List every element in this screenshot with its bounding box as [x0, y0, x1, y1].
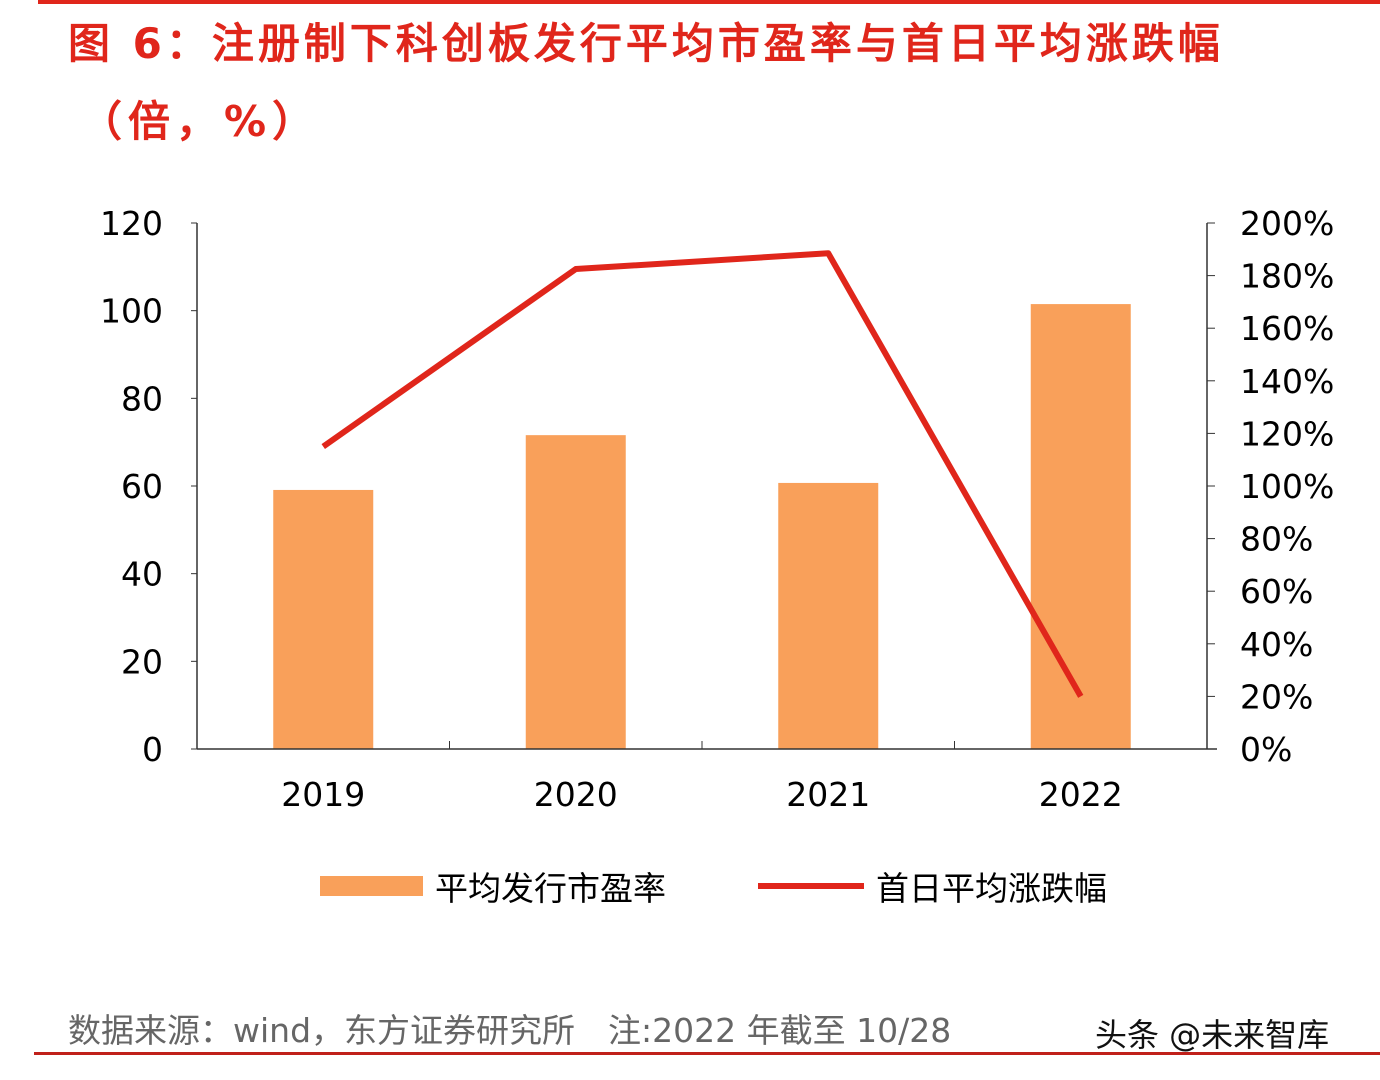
- legend-label-line: 首日平均涨跌幅: [876, 869, 1107, 908]
- legend-item-line: 首日平均涨跌幅: [758, 862, 1107, 910]
- source-note: 数据来源：wind，东方证券研究所 注:2022 年截至 10/28: [68, 1011, 952, 1050]
- line-series-first-day-change: [321, 250, 1084, 698]
- watermark: 头条 @未来智库: [1095, 1016, 1330, 1054]
- x-tick-label: 2020: [534, 775, 618, 814]
- left-tick-label: 100: [100, 292, 163, 331]
- x-tick-label: 2019: [281, 775, 365, 814]
- right-tick-label: 140%: [1240, 362, 1334, 401]
- right-tick-label: 200%: [1240, 204, 1334, 243]
- right-tick-label: 40%: [1240, 625, 1313, 664]
- bottom-rule: [34, 1052, 1380, 1055]
- right-tick-label: 80%: [1240, 520, 1313, 559]
- right-tick-label: 180%: [1240, 257, 1334, 296]
- bar-2022: [1030, 304, 1131, 749]
- right-tick-label: 160%: [1240, 309, 1334, 348]
- left-tick-label: 120: [100, 204, 163, 243]
- legend-swatch-bar: [320, 876, 423, 896]
- chart-title-units: （倍，%）: [80, 97, 321, 146]
- left-tick-label: 40: [121, 555, 163, 594]
- legend-item-bar: 平均发行市盈率: [320, 862, 666, 910]
- x-tick-label: 2021: [786, 775, 870, 814]
- right-tick-label: 120%: [1240, 414, 1334, 453]
- chart-title: 图 6：注册制下科创板发行平均市盈率与首日平均涨跌幅: [68, 19, 1224, 68]
- right-tick-label: 60%: [1240, 572, 1313, 611]
- left-tick-label: 80: [121, 379, 163, 418]
- right-tick-label: 20%: [1240, 677, 1313, 716]
- right-tick-label: 0%: [1240, 730, 1292, 769]
- right-tick-label: 100%: [1240, 467, 1334, 506]
- top-rule: [38, 0, 1380, 4]
- left-tick-label: 0: [142, 730, 163, 769]
- bar-2021: [778, 482, 879, 749]
- bar-2019: [273, 489, 374, 749]
- left-tick-label: 60: [121, 467, 163, 506]
- legend-swatch-line: [758, 883, 864, 889]
- x-tick-label: 2022: [1039, 775, 1123, 814]
- left-tick-label: 20: [121, 642, 163, 681]
- legend-label-bar: 平均发行市盈率: [435, 869, 666, 908]
- bar-2020: [525, 435, 626, 749]
